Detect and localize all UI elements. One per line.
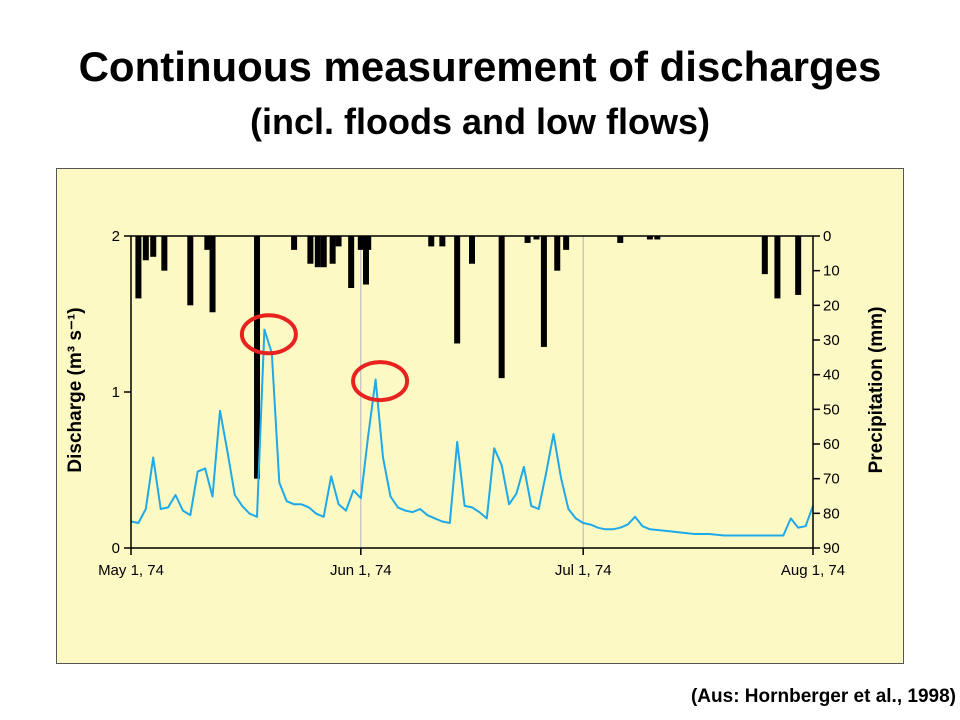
precipitation-bar: [761, 236, 768, 275]
discharge-series: [130, 328, 814, 537]
precipitation-bar: [209, 236, 216, 313]
slide-subtitle: (incl. floods and low flows): [250, 101, 710, 142]
x-tick-label: Aug 1, 74: [781, 562, 845, 579]
y-axis-right-title: Precipitation (mm): [866, 307, 887, 474]
highlight-circle-2: [351, 360, 410, 403]
x-tick-label: May 1, 74: [98, 562, 164, 579]
precipitation-bar: [150, 236, 157, 257]
precipitation-bar: [329, 236, 336, 264]
precipitation-bar: [142, 236, 149, 261]
precipitation-bars: [135, 236, 802, 479]
precipitation-bar: [335, 236, 342, 247]
x-tick-label: Jul 1, 74: [555, 562, 612, 579]
citation: (Aus: Hornberger et al., 1998): [690, 686, 956, 707]
precipitation-bar: [348, 236, 355, 288]
precipitation-bar: [774, 236, 781, 299]
precipitation-bar: [362, 236, 369, 285]
precipitation-bar: [365, 236, 372, 250]
x-tick-label: Jun 1, 74: [330, 562, 392, 579]
y-right-tick-label: 40: [823, 367, 840, 384]
y-right-tick-label: 70: [823, 471, 840, 488]
precipitation-bar: [563, 236, 570, 250]
slide-title: Continuous measurement of discharges: [78, 43, 882, 90]
precipitation-bar: [428, 236, 435, 247]
y-right-tick-label: 0: [823, 228, 831, 245]
precipitation-bar: [540, 236, 547, 347]
precipitation-bar: [291, 236, 298, 250]
y-left-tick-label: 2: [112, 228, 120, 245]
y-right-tick-label: 30: [823, 332, 840, 349]
precipitation-bar: [469, 236, 475, 264]
y-right-tick-label: 50: [823, 401, 840, 418]
y-right-tick-label: 20: [823, 297, 840, 314]
precipitation-bar: [204, 236, 211, 250]
precipitation-bar: [135, 236, 142, 299]
precipitation-bar: [646, 236, 653, 240]
precipitation-bar: [161, 236, 168, 271]
y-right-tick-label: 60: [823, 436, 840, 453]
precipitation-bar: [554, 236, 561, 271]
precipitation-bar: [524, 236, 531, 243]
discharge-line: [130, 328, 814, 537]
precipitation-bar: [357, 236, 364, 250]
precipitation-bar: [439, 236, 446, 247]
y-axis-left-title: Discharge (m³ s⁻¹): [65, 307, 86, 472]
precipitation-bar: [533, 236, 540, 240]
highlight-annotations: [239, 313, 410, 403]
y-right-tick-label: 10: [823, 263, 840, 280]
precipitation-bar: [187, 236, 194, 306]
highlight-circle-1: [239, 313, 298, 356]
precipitation-bar: [314, 236, 321, 268]
y-left-tick-label: 0: [112, 540, 120, 557]
precipitation-bar: [617, 236, 624, 243]
y-left-tick-label: 1: [112, 384, 120, 401]
precipitation-bar: [795, 236, 802, 295]
y-right-tick-label: 90: [823, 540, 840, 557]
precipitation-bar: [654, 236, 661, 240]
y-right-tick-label: 80: [823, 505, 840, 522]
precipitation-bar: [254, 236, 261, 479]
precipitation-bar: [320, 236, 327, 268]
precipitation-bar: [498, 236, 505, 379]
precipitation-bar: [307, 236, 314, 264]
precipitation-bar: [454, 236, 461, 344]
